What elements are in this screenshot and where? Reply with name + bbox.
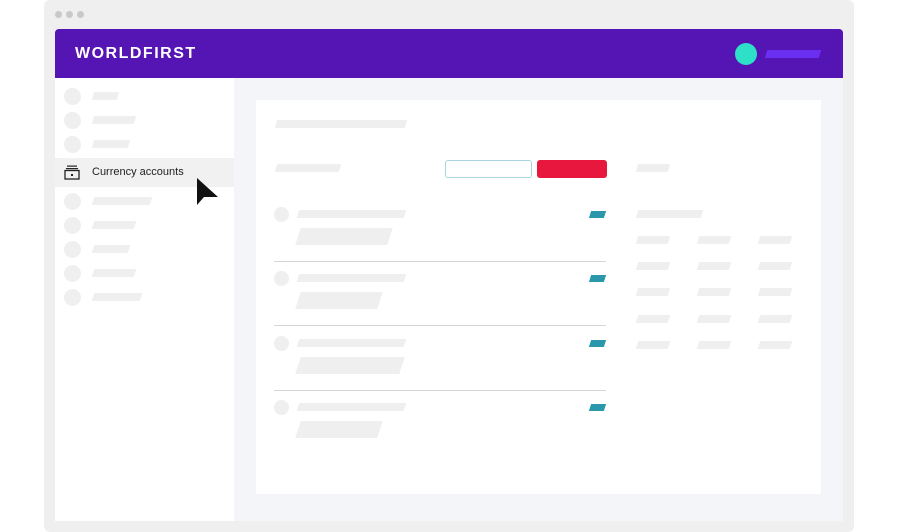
side-label-placeholder	[635, 164, 671, 172]
sidebar-item-label-placeholder[interactable]	[91, 269, 137, 277]
divider	[274, 261, 606, 262]
sidebar-item-icon-placeholder	[64, 241, 81, 258]
cursor-icon	[197, 178, 218, 205]
summary-cell-placeholder	[757, 341, 793, 349]
list-item-tag	[588, 211, 607, 218]
summary-cell-placeholder	[757, 236, 793, 244]
summary-cell-placeholder	[635, 236, 671, 244]
user-name-placeholder	[764, 50, 822, 58]
sidebar-item-icon-placeholder	[64, 265, 81, 282]
section-label-placeholder	[274, 164, 342, 172]
list-item-value-placeholder	[295, 421, 383, 438]
app-header	[55, 29, 843, 78]
sidebar-item-icon-placeholder	[64, 136, 81, 153]
list-item-value-placeholder	[295, 228, 393, 245]
sidebar-item-icon-placeholder	[64, 289, 81, 306]
summary-cell-placeholder	[635, 315, 671, 323]
list-item-title-placeholder	[296, 403, 407, 411]
sidebar-item-label-placeholder[interactable]	[91, 221, 137, 229]
summary-cell-placeholder	[757, 262, 793, 270]
summary-cell-placeholder	[696, 341, 732, 349]
window-dot	[55, 11, 62, 18]
summary-cell-placeholder	[757, 288, 793, 296]
sidebar-item-label-placeholder[interactable]	[91, 140, 131, 148]
sidebar-item-currency-accounts[interactable]	[55, 158, 234, 187]
list-item-tag	[588, 340, 607, 347]
avatar[interactable]	[735, 43, 757, 65]
summary-cell-placeholder	[696, 288, 732, 296]
sidebar-item-icon-placeholder	[64, 217, 81, 234]
list-item-title-placeholder	[296, 339, 407, 347]
list-item-title-placeholder	[296, 210, 407, 218]
sidebar-item-label-placeholder[interactable]	[91, 293, 143, 301]
sidebar-item-label-placeholder[interactable]	[91, 197, 153, 205]
sidebar-item-label-placeholder[interactable]	[91, 116, 137, 124]
sidebar-item-label-placeholder[interactable]	[91, 92, 120, 100]
list-item-value-placeholder	[295, 292, 383, 309]
primary-button[interactable]	[537, 160, 607, 178]
sidebar	[55, 78, 234, 521]
summary-cell-placeholder	[635, 262, 671, 270]
summary-cell-placeholder	[696, 262, 732, 270]
side-heading-placeholder	[635, 210, 704, 218]
divider	[274, 325, 606, 326]
list-item-icon-placeholder	[274, 400, 289, 415]
secondary-button[interactable]	[445, 160, 532, 178]
list-item-icon-placeholder	[274, 207, 289, 222]
summary-cell-placeholder	[696, 315, 732, 323]
window-dot	[77, 11, 84, 18]
sidebar-item-icon-placeholder	[64, 88, 81, 105]
window-dot	[66, 11, 73, 18]
list-item-title-placeholder	[296, 274, 407, 282]
sidebar-item-icon-placeholder	[64, 193, 81, 210]
list-item-tag	[588, 404, 607, 411]
list-item-icon-placeholder	[274, 336, 289, 351]
page-title-placeholder	[274, 120, 408, 128]
summary-cell-placeholder	[757, 315, 793, 323]
sidebar-item-icon-placeholder	[64, 112, 81, 129]
divider	[274, 390, 606, 391]
list-item-value-placeholder	[295, 357, 405, 374]
bank-icon	[64, 165, 80, 180]
list-item-icon-placeholder	[274, 271, 289, 286]
sidebar-item-label: Currency accounts	[92, 166, 184, 178]
summary-cell-placeholder	[696, 236, 732, 244]
summary-cell-placeholder	[635, 288, 671, 296]
sidebar-item-label-placeholder[interactable]	[91, 245, 131, 253]
logo[interactable]: WORLDFIRST	[75, 45, 197, 62]
list-item-tag	[588, 275, 607, 282]
summary-cell-placeholder	[635, 341, 671, 349]
